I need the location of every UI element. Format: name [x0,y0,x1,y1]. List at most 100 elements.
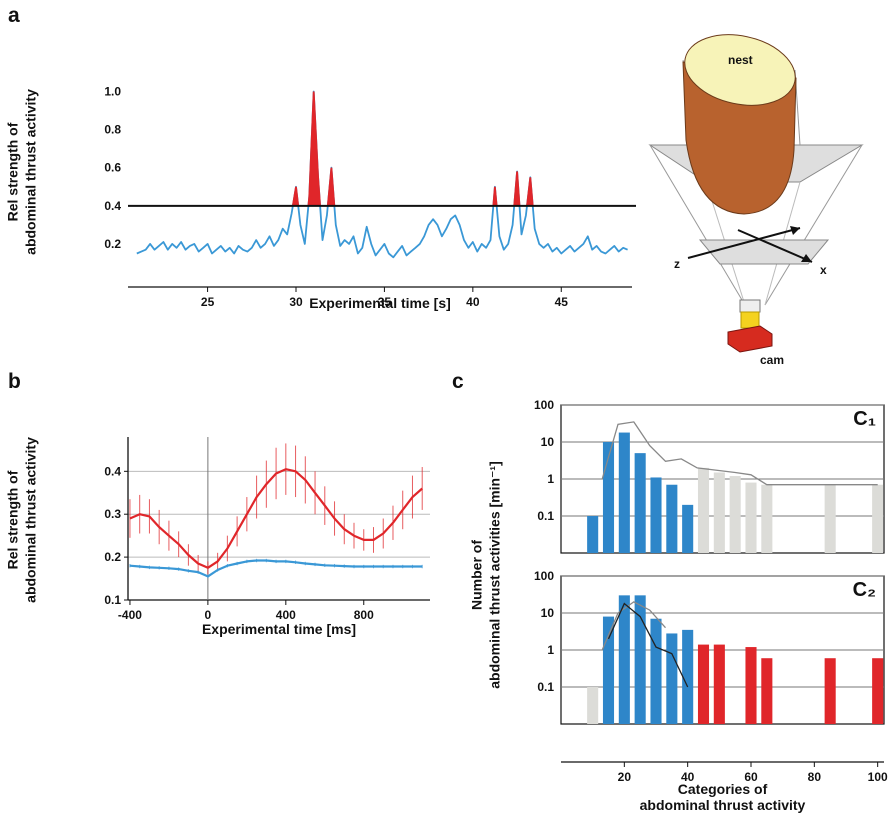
panel-label: a [8,4,20,27]
data-line [136,90,628,259]
bar [713,644,725,724]
bar [602,616,615,724]
bar [634,595,646,724]
x-axis-label: Experimental time [ms] [202,621,356,637]
camera-body [727,325,773,353]
x-tick-label: 40 [681,770,695,784]
setup-diagram: nest z x cam [648,34,864,367]
bar [587,516,599,553]
nest-top [684,34,796,106]
y-axis-label: Number of [469,540,485,610]
y-tick-label: 0.1 [104,593,121,607]
y-tick-label: 0.8 [104,123,121,137]
x-tick-label: 25 [201,295,215,309]
bar [634,453,646,553]
bar [650,477,662,553]
bar [729,476,741,553]
y-tick-label: 0.4 [104,199,121,213]
arrow-head [790,226,800,235]
bar [872,484,884,553]
panel-2: 0.1 1 10 100 Number of abdominal thrust activ… [469,398,885,689]
y-tick-label: 0.6 [104,161,121,175]
x-tick-label: 45 [555,295,569,309]
bar [872,658,884,724]
x-tick-label: 80 [808,770,822,784]
z-axis-arrow [687,227,801,259]
bar [682,504,694,553]
diagram-label: nest [728,53,753,67]
chart-title: C₂ [853,579,876,601]
x-tick-label: 40 [466,295,480,309]
y-tick-label: 0.4 [104,464,121,478]
y-tick-label: 100 [534,569,554,583]
above-threshold-area [135,91,629,206]
bar [587,687,599,724]
y-axis-label: Rel strength of [5,122,21,221]
y-tick-label: 100 [534,398,554,412]
panel-label: b [8,370,21,393]
y-tick-label: 0.1 [537,509,554,523]
y-tick-label: 0.2 [104,237,121,251]
bar [745,482,757,553]
chart-title: C₁ [853,408,876,430]
x-tick-label: -400 [118,608,142,622]
x-tick-label: 60 [744,770,758,784]
data-line [129,559,423,578]
bar [697,644,710,724]
camera-tube [740,311,760,329]
y-tick-label: 1 [547,643,554,657]
bar [618,595,630,724]
y-tick-label: 0.2 [104,550,121,564]
x-tick-label: 20 [618,770,632,784]
bar [650,618,662,724]
bar [666,484,678,553]
y-tick-label: 0.3 [104,507,121,521]
x-tick-label: 400 [276,608,296,622]
frame-edge [649,144,746,306]
y-tick-label: 10 [541,435,555,449]
bar [602,442,615,553]
y-axis-label: abdominal thrust activities [min⁻¹] [487,461,503,689]
x-axis-label: Experimental time [s] [309,295,451,311]
y-tick-label: 1.0 [104,85,121,99]
diagram-label: z [674,257,680,271]
lens [739,299,761,313]
bar [697,467,710,553]
bar [761,484,773,553]
frame-edge [764,144,863,306]
diagram-label: x [820,263,827,277]
panel-0: 0.2 0.4 0.6 0.8 1.0 25 30 35 40 45 Rel strength of… [5,85,636,311]
x-axis-label: Categories of [678,781,768,797]
x-axis-label: abdominal thrust activity [640,797,806,813]
x-tick-label: 35 [378,295,392,309]
bar [713,472,725,553]
x-tick-label: 100 [868,770,888,784]
y-axis-label: abdominal thrust activity [23,89,39,255]
x-axis-arrow [737,229,813,263]
y-tick-label: 1 [547,472,554,486]
bar [761,658,773,724]
x-tick-label: 800 [354,608,374,622]
panel-label: c [452,370,464,393]
trend-line [601,421,878,486]
y-tick-label: 0.1 [537,680,554,694]
bar [745,647,757,724]
bar [682,629,694,724]
bar [618,432,630,553]
y-tick-label: 10 [541,606,555,620]
panel-1: 0.1 0.2 0.3 0.4 -400 0 400 800 Rel strength of ab… [5,437,430,637]
x-tick-label: 0 [205,608,212,622]
y-axis-label: abdominal thrust activity [23,437,39,603]
diagram-label: cam [760,353,784,367]
bar [666,633,678,724]
data-line [129,468,423,569]
trend-line [601,601,666,651]
arrow-head [801,254,812,262]
x-tick-label: 30 [289,295,303,309]
bar [824,658,836,724]
y-axis-label: Rel strength of [5,470,21,569]
bar [824,484,836,553]
panel-3: 0.1 1 10 100 20 40 60 80 100 Categories ofabdomin… [534,569,888,813]
trend-line [607,602,689,688]
